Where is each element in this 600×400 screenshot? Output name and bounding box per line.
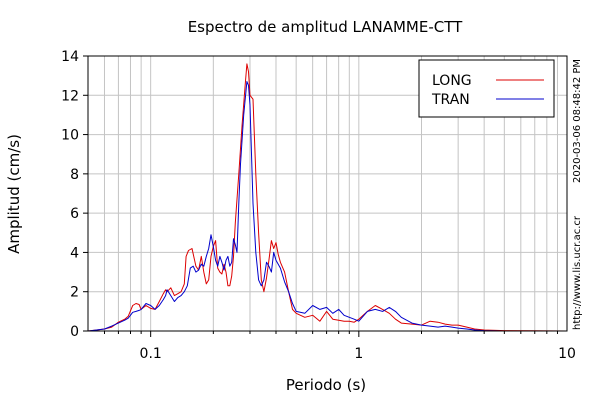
x-tick-label: 0.1	[140, 346, 162, 362]
timestamp-label: 2020-03-06 08:48:42 PM	[572, 58, 583, 183]
legend: LONG TRAN	[418, 59, 555, 118]
series-lines	[87, 63, 568, 332]
y-tick-label: 8	[70, 167, 79, 183]
y-tick-label: 12	[61, 88, 79, 104]
x-tick-label: 1	[354, 346, 363, 362]
x-tick-label: 10	[558, 346, 576, 362]
chart-title: Espectro de amplitud LANAMME-CTT	[188, 18, 463, 36]
y-tick-label: 2	[70, 285, 79, 301]
grid	[88, 56, 567, 331]
y-tick-label: 14	[61, 49, 79, 65]
series-line-tran	[87, 81, 567, 332]
series-line-long	[87, 63, 568, 332]
y-tick-label: 10	[61, 128, 79, 144]
legend-label-long: LONG	[432, 73, 472, 89]
y-tick-label: 0	[70, 324, 79, 340]
y-axis-label: Amplitud (cm/s)	[5, 134, 23, 254]
plot-frame	[87, 55, 568, 332]
source-url-link[interactable]: http://www.lis.ucr.ac.cr	[572, 216, 583, 330]
y-tick-label: 6	[70, 206, 79, 222]
x-axis-label: Periodo (s)	[286, 376, 366, 394]
y-tick-label: 4	[70, 245, 79, 261]
legend-box	[418, 59, 555, 118]
legend-label-tran: TRAN	[431, 92, 470, 108]
axis-ticks: 0 2 4 6 8 10 12 14 0.1 1 10	[61, 49, 576, 362]
